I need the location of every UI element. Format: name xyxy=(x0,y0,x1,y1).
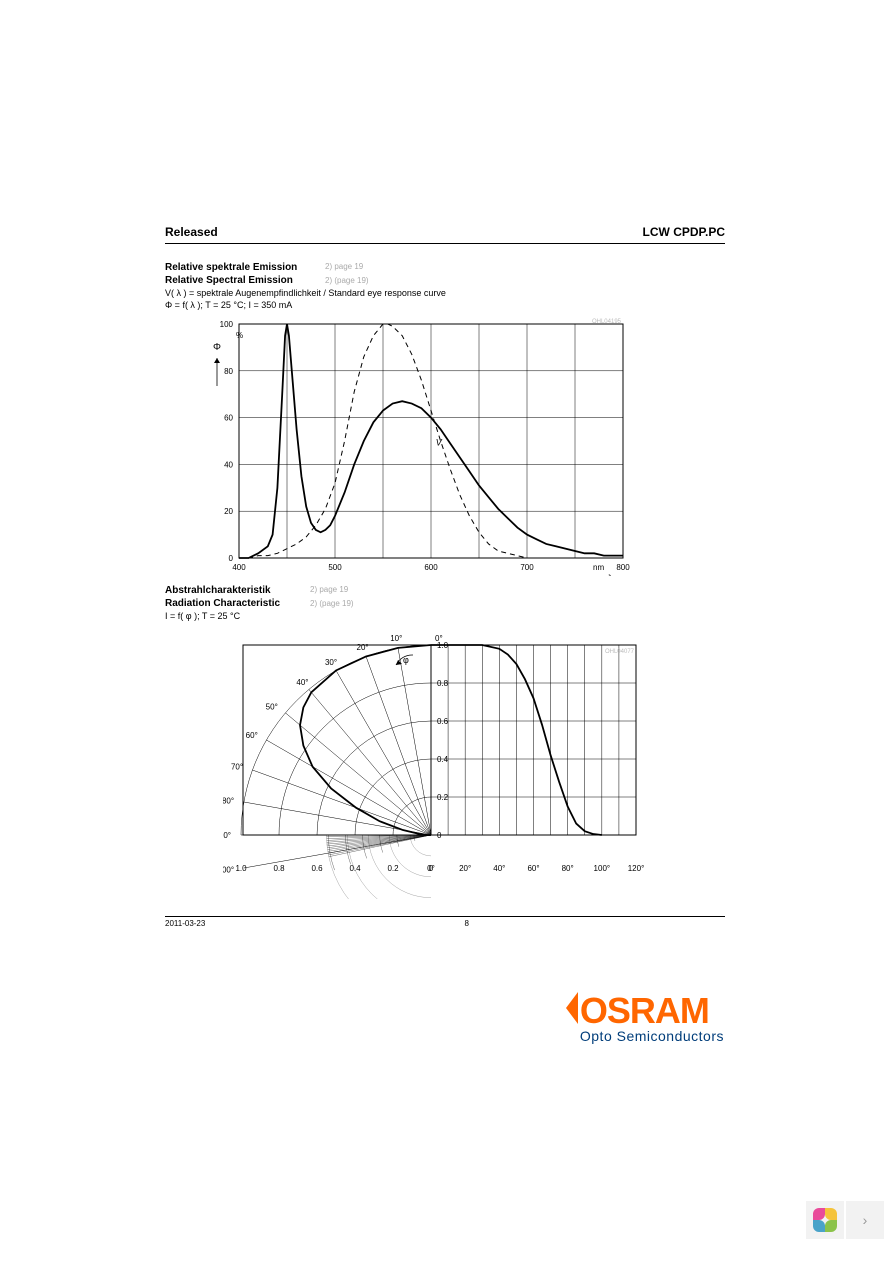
svg-text:20°: 20° xyxy=(357,643,369,652)
svg-text:0.8: 0.8 xyxy=(273,864,285,873)
svg-text:30°: 30° xyxy=(325,658,337,667)
chart2-pagenote-bottom: 2) (page 19) xyxy=(310,599,354,608)
svg-text:0.6: 0.6 xyxy=(311,864,323,873)
svg-text:60°: 60° xyxy=(246,731,258,740)
svg-text:70°: 70° xyxy=(231,763,243,772)
spectral-emission-chart: 0 20 40 60 80 100 400 500 600 700 800 nm λ Φ% OHL04195… xyxy=(203,316,633,576)
svg-text:120°: 120° xyxy=(628,864,645,873)
svg-text:0.6: 0.6 xyxy=(437,717,449,726)
svg-text:φ: φ xyxy=(403,655,409,665)
chart1-pagenote-bottom: 2) (page 19) xyxy=(325,276,369,285)
svg-text:60: 60 xyxy=(224,414,233,423)
svg-text:90°: 90° xyxy=(223,831,231,840)
svg-text:20°: 20° xyxy=(459,864,471,873)
svg-text:1.0: 1.0 xyxy=(235,864,247,873)
footer-row: 2011-03-23 8 xyxy=(165,916,725,928)
nav-flower-tile[interactable] xyxy=(806,1201,844,1239)
nav-next-tile[interactable]: › xyxy=(846,1201,884,1239)
chart1-title-de: Relative spektrale Emission xyxy=(165,262,725,273)
svg-text:0.8: 0.8 xyxy=(437,679,449,688)
svg-text:0: 0 xyxy=(229,554,234,563)
chart2-title-de: Abstrahlcharakteristik xyxy=(165,585,725,596)
part-number: LCW CPDP.PC xyxy=(643,225,725,239)
chart1-container: 0 20 40 60 80 100 400 500 600 700 800 nm λ Φ% OHL04195… xyxy=(203,316,725,581)
svg-text:V: V xyxy=(436,438,443,448)
radiation-characteristic-chart: 10°20°30°40°50°60°70°80°90°100°0°00.20.4… xyxy=(223,629,653,899)
svg-text:0.2: 0.2 xyxy=(387,864,399,873)
flower-icon xyxy=(813,1208,837,1232)
svg-text:80: 80 xyxy=(224,367,233,376)
chart2-title-en: Radiation Characteristic xyxy=(165,598,725,609)
svg-text:λ: λ xyxy=(608,574,613,576)
svg-text:700: 700 xyxy=(520,563,534,572)
header-row: Released LCW CPDP.PC xyxy=(165,225,725,244)
svg-text:40°: 40° xyxy=(493,864,505,873)
chart2-caption: I = f( φ ); T = 25 °C xyxy=(165,611,725,621)
svg-text:0.4: 0.4 xyxy=(349,864,361,873)
svg-text:20: 20 xyxy=(224,507,233,516)
svg-text:60°: 60° xyxy=(527,864,539,873)
chart2-container: 10°20°30°40°50°60°70°80°90°100°0°00.20.4… xyxy=(223,629,725,904)
datasheet-page: Released LCW CPDP.PC Relative spektrale … xyxy=(165,225,725,928)
svg-text:10°: 10° xyxy=(390,634,402,643)
svg-text:OHL04195: OHL04195 xyxy=(592,319,622,325)
chevron-right-icon: › xyxy=(863,1212,868,1228)
logo-main-text: OSRAM xyxy=(572,990,724,1032)
svg-text:0.2: 0.2 xyxy=(437,793,449,802)
svg-text:100: 100 xyxy=(220,320,234,329)
chart1-title-en: Relative Spectral Emission xyxy=(165,275,725,286)
svg-text:800: 800 xyxy=(616,563,630,572)
svg-text:500: 500 xyxy=(328,563,342,572)
svg-text:OHL04077: OHL04077 xyxy=(605,649,635,655)
svg-text:400: 400 xyxy=(232,563,246,572)
released-label: Released xyxy=(165,225,218,239)
svg-text:nm: nm xyxy=(593,563,604,572)
svg-text:0: 0 xyxy=(429,864,434,873)
brand-logo: OSRAM Opto Semiconductors xyxy=(572,990,724,1044)
footer-page: 8 xyxy=(465,919,469,928)
svg-text:40: 40 xyxy=(224,460,233,469)
svg-text:0.4: 0.4 xyxy=(437,755,449,764)
svg-text:80°: 80° xyxy=(223,796,234,805)
svg-text:600: 600 xyxy=(424,563,438,572)
chart1-caption2: Φ = f( λ ); T = 25 °C; I = 350 mA xyxy=(165,300,725,310)
svg-text:100°: 100° xyxy=(223,866,234,875)
chart1-caption1: V( λ ) = spektrale Augenempfindlichkeit … xyxy=(165,288,725,298)
chart1-pagenote-top: 2) page 19 xyxy=(325,262,363,271)
chart2-pagenote-top: 2) page 19 xyxy=(310,585,348,594)
svg-text:Φ: Φ xyxy=(213,342,221,353)
svg-text:%: % xyxy=(236,331,243,340)
svg-text:40°: 40° xyxy=(296,678,308,687)
svg-text:50°: 50° xyxy=(266,702,278,711)
svg-text:100°: 100° xyxy=(594,864,611,873)
bottom-nav: › xyxy=(806,1201,884,1239)
svg-text:80°: 80° xyxy=(562,864,574,873)
footer-date: 2011-03-23 xyxy=(165,919,205,928)
